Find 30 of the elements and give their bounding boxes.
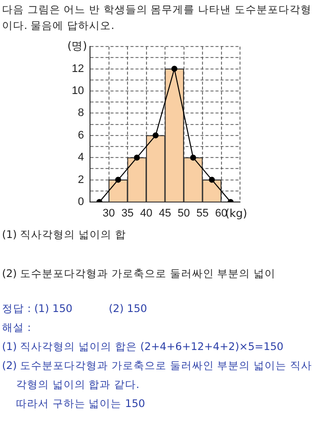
y-tick-label: 10 — [72, 85, 84, 98]
y-axis-title: (명) — [67, 39, 87, 52]
y-tick-label: 0 — [78, 196, 84, 208]
x-tick-label: 30 — [102, 208, 115, 220]
text: 따라서 구하는 넓이는 150 — [15, 397, 146, 412]
x-tick-label: 35 — [121, 208, 134, 220]
point — [152, 132, 159, 138]
text: (1) 직사각형의 넓이의 합 — [1, 228, 127, 243]
y-tick-label: 12 — [72, 62, 84, 75]
point — [208, 176, 215, 183]
y-tick-label: 6 — [78, 129, 84, 142]
text: 정답 : (1) 150 (2) 150 — [1, 302, 148, 317]
point — [134, 154, 140, 161]
x-tick-label: 55 — [196, 208, 209, 220]
y-tick-label: 8 — [78, 107, 84, 120]
point — [190, 154, 196, 161]
y-tick-label: 2 — [78, 174, 84, 186]
y-tick-label: 4 — [78, 152, 84, 164]
x-tick-label: 40 — [140, 208, 152, 220]
text: (1) 직사각형의 넓이의 합은 (2+4+6+12+4+2)×5=150 — [1, 340, 284, 355]
x-axis-title: (kg) — [225, 206, 248, 220]
text: 해설 : — [1, 321, 32, 336]
chart-title: 다음 그림은 어느 반 학생들의 몸무게를 나타낸 도수분포다각형이다. 물음에 답하시오. — [1, 3, 312, 34]
x-tick-label: 50 — [178, 208, 190, 220]
point — [171, 66, 178, 72]
x-tick-label: 45 — [158, 208, 172, 220]
x-tick-label: 60 — [215, 208, 228, 220]
text: (2) 도수분포다각형과 가로축으로 둘러싸인 부분의 넓이 — [1, 267, 277, 282]
text: (2) 도수분포다각형과 가로축으로 둘러싸인 부분의 넓이는 직사각형의 넓이의 합과 같다. — [1, 359, 313, 393]
point — [115, 176, 122, 183]
